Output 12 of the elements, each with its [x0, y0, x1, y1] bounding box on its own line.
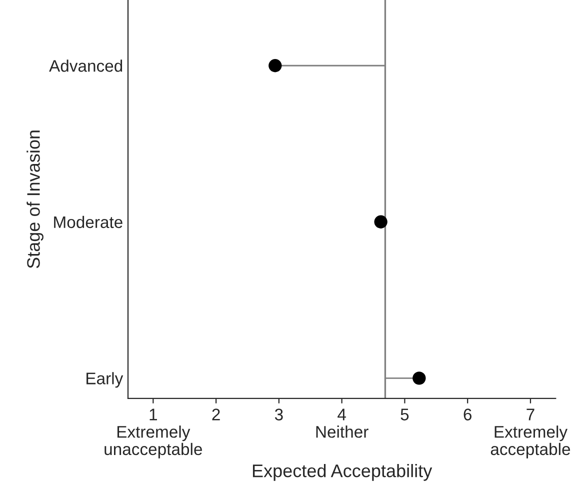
x-axis-title: Expected Acceptability	[252, 464, 432, 481]
x-tick-label: 2	[212, 408, 220, 420]
x-tick-label: 5	[400, 408, 409, 420]
y-axis-title: Stage of Invasion	[26, 130, 44, 268]
x-tick-label: 1 Extremely unacceptable	[104, 408, 202, 458]
x-tick-label: 3	[274, 408, 283, 420]
y-tick-label: Early	[86, 372, 124, 388]
x-tick-label: 7 Extremely acceptable	[490, 408, 570, 458]
y-tick-label: Moderate	[54, 216, 122, 228]
x-tick-label: 4 Neither	[316, 408, 368, 438]
y-tick-label: Advanced	[49, 60, 122, 72]
x-tick-label: 6	[464, 408, 472, 420]
